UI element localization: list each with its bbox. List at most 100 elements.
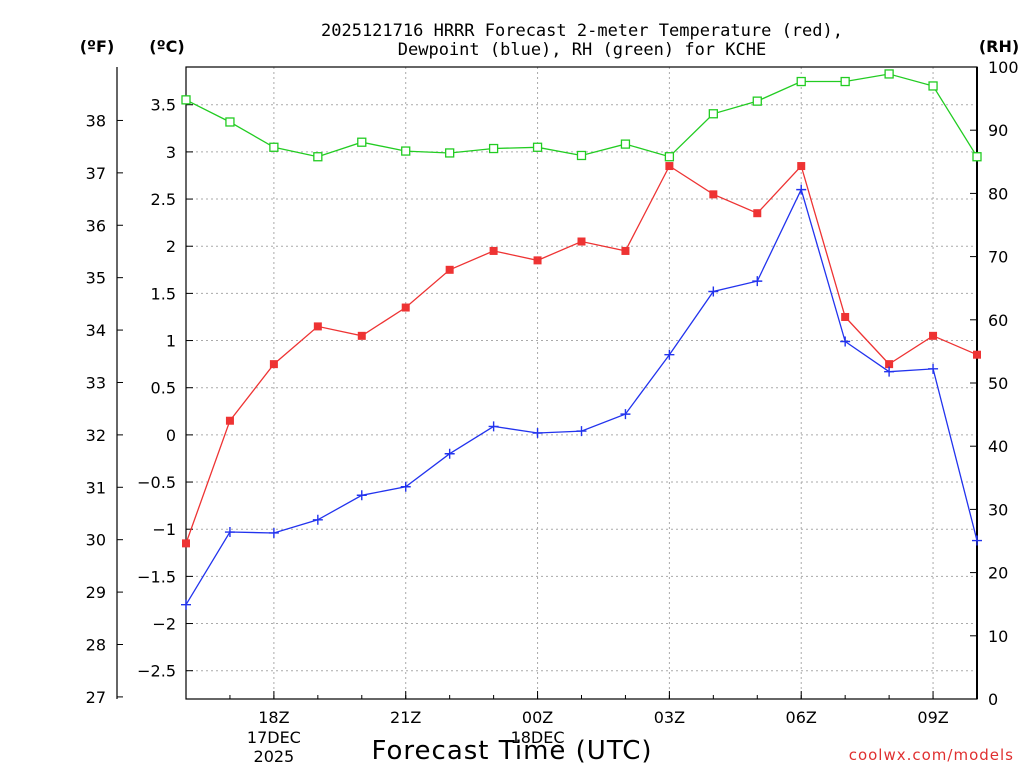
rh-point [313, 152, 323, 162]
dewpoint-point [268, 527, 279, 538]
data-series [181, 69, 982, 610]
fahrenheit-tick-label: 32 [86, 426, 106, 445]
grid-lines [186, 67, 977, 699]
rh-tick-label: 20 [988, 564, 1008, 583]
celsius-tick-label: 1.5 [151, 284, 176, 303]
celsius-tick-label: 1 [166, 332, 176, 351]
rh-tick-label: 0 [988, 690, 998, 709]
rh-tick-label: 100 [988, 58, 1019, 77]
fahrenheit-tick-label: 36 [86, 216, 106, 235]
temperature-point [841, 312, 850, 321]
dewpoint-point [576, 426, 587, 437]
dewpoint-point [356, 490, 367, 501]
temperature-point [885, 360, 894, 369]
dewpoint-point [620, 409, 631, 420]
rh-tick-label: 90 [988, 121, 1008, 140]
x-tick-label: 00Z [522, 708, 553, 727]
temperature-point [225, 416, 234, 425]
fahrenheit-tick-label: 27 [86, 688, 106, 707]
rh-tick-label: 80 [988, 184, 1008, 203]
temperature-line [185, 164, 978, 544]
fahrenheit-unit-label: (ºF) [80, 37, 115, 56]
x-tick-label: 18Z [258, 708, 289, 727]
dewpoint-point [312, 514, 323, 525]
rh-point [576, 150, 587, 161]
temperature-point [401, 303, 410, 312]
fahrenheit-tick-label: 33 [86, 373, 106, 392]
temperature-point [973, 350, 981, 359]
dewpoint-point [664, 349, 675, 360]
dewpoint-point [181, 599, 191, 610]
dewpoint-point [444, 448, 455, 459]
rh-tick-label: 50 [988, 374, 1008, 393]
rh-point [445, 148, 455, 158]
rh-point [532, 142, 543, 152]
celsius-tick-label: −0.5 [137, 473, 176, 492]
rh-point [840, 76, 850, 87]
temperature-point [445, 265, 454, 274]
dewpoint-point [928, 363, 939, 374]
celsius-tick-label: 3.5 [151, 96, 176, 115]
fahrenheit-tick-label: 38 [86, 111, 106, 130]
rh-tick-label: 40 [988, 437, 1008, 456]
dewpoint-point [224, 527, 235, 538]
celsius-tick-label: 0 [166, 426, 176, 445]
dewpoint-point [840, 336, 851, 347]
dewpoint-point [488, 421, 499, 432]
celsius-tick-label: −2.5 [137, 662, 176, 681]
celsius-unit-label: (ºC) [149, 37, 184, 56]
dewpoint-point [708, 286, 719, 297]
rh-point [972, 152, 982, 162]
celsius-tick-label: 3 [166, 143, 176, 162]
x-tick-label: 21Z [390, 708, 421, 727]
rh-point [401, 146, 411, 156]
celsius-tick-label: −2 [152, 615, 176, 634]
axes [116, 66, 978, 700]
rh-tick-label: 70 [988, 248, 1008, 267]
rh-point [752, 96, 762, 106]
temperature-point [709, 190, 718, 199]
temperature-point [269, 360, 278, 369]
rh-point [884, 69, 894, 79]
temperature-point [621, 246, 630, 255]
fahrenheit-tick-label: 29 [86, 583, 106, 602]
dewpoint-point [752, 276, 763, 287]
rh-point [181, 95, 191, 105]
rh-point [225, 117, 235, 127]
plot-frame [185, 66, 978, 700]
rh-point [488, 143, 499, 154]
rh-point [357, 137, 367, 147]
celsius-tick-label: −1 [152, 520, 176, 539]
fahrenheit-tick-label: 31 [86, 478, 106, 497]
rh-point [269, 142, 279, 152]
temperature-point [489, 246, 498, 255]
rh-point [620, 139, 631, 149]
dewpoint-line [185, 187, 978, 606]
temperature-point [577, 237, 586, 246]
celsius-tick-label: 2.5 [151, 190, 176, 209]
temperature-point [797, 162, 806, 171]
temperature-point [753, 209, 762, 218]
axis-ticks: 272829303132333435363738−2.5−2−1.5−1−0.5… [86, 58, 1019, 766]
temperature-point [182, 539, 190, 548]
rh-tick-label: 60 [988, 311, 1008, 330]
rh-tick-label: 30 [988, 500, 1008, 519]
dewpoint-point [532, 427, 543, 438]
temperature-point [665, 162, 674, 171]
dewpoint-point [972, 535, 982, 546]
celsius-tick-label: −1.5 [137, 567, 176, 586]
temperature-point [313, 322, 322, 331]
chart-title-line1: 2025121716 HRRR Forecast 2-meter Tempera… [321, 21, 843, 41]
rh-point [664, 152, 675, 162]
rh-unit-label: (RH) [979, 37, 1019, 56]
rh-point [928, 81, 938, 91]
x-tick-date-label: 17DEC [247, 728, 301, 747]
temperature-point [929, 331, 938, 340]
temperature-point [533, 256, 542, 265]
x-tick-date-label: 18DEC [511, 728, 565, 747]
chart-title-line2: Dewpoint (blue), RH (green) for KCHE [398, 40, 766, 60]
celsius-tick-label: 2 [166, 237, 176, 256]
x-tick-year-label: 2025 [254, 747, 295, 766]
x-tick-label: 09Z [917, 708, 948, 727]
